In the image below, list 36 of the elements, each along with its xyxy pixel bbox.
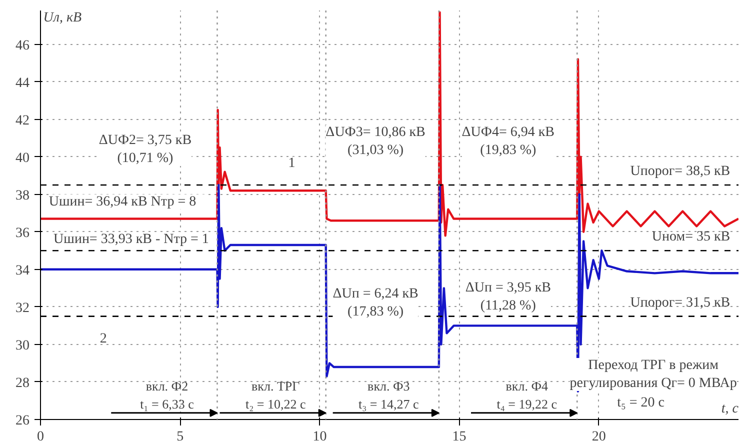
ref-line-label: вкл. Ф2 t₁ = 6,33 с [140,378,194,412]
y-tick-label: 36 [16,226,30,241]
y-tick-label: 40 [16,150,30,166]
annotation: ΔUп = 6,24 кВ (17,83 %) [332,286,418,320]
x-tick-label: 15 [452,430,466,443]
y-tick-label: 42 [16,113,30,128]
y-tick-label: 38 [16,188,30,204]
x-tick-label: 10 [312,430,327,443]
ref-line-label: Uпорог= 38,5 кВ [630,164,730,179]
annotation: ΔUФ3= 10,86 кВ (31,03 %) [326,124,426,158]
annotation: t₅ = 20 с [617,396,664,411]
ref-line-label: Uном= 35 кВ [652,230,730,245]
line-series [40,184,738,392]
annotation: 1 [288,156,296,171]
y-tick-label: 46 [16,38,30,54]
ref-line-label: Uпорог= 31,5 кВ [630,295,730,310]
y-tick-label: 30 [16,338,30,354]
y-tick-label: 32 [16,300,30,316]
y-axis-title: Uл, кВ [43,10,82,26]
ref-line-label: вкл. Ф3 t₃ = 14,27 с [358,378,420,412]
annotation: Uшин= 36,94 кВ Nтр = 8 [48,194,196,210]
annotation: ΔUп = 3,95 кВ (11,28 %) [465,280,551,314]
annotation: 2 [100,332,107,347]
annotation: ΔUФ2= 3,75 кВ (10,71 %) [98,133,192,166]
x-axis-title: t, с [721,402,740,416]
ref-line-label: вкл. ТРГ t₂ = 10,22 с [245,378,306,412]
x-tick-label: 0 [37,430,44,443]
y-tick-label: 44 [16,76,30,91]
y-tick-label: 28 [16,376,30,391]
ref-line-label: вкл. Ф4 t₄ = 19,22 с [496,378,558,412]
y-tick-label: 34 [16,263,30,278]
x-tick-label: 20 [592,430,606,443]
annotation: Uшин= 33,93 кВ - Nтр = 1 [54,232,209,248]
x-tick-label: 5 [176,430,184,443]
annotation: ΔUФ4= 6,94 кВ (19,83 %) [462,124,555,158]
y-tick-label: 26 [16,414,30,428]
